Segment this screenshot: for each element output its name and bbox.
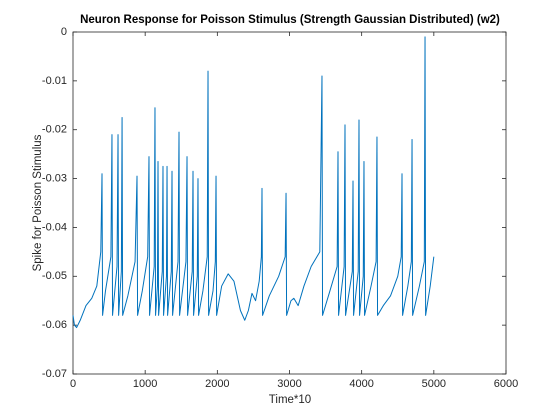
y-tick-label: -0.01 [42,75,67,87]
y-tick-label: -0.04 [42,221,67,233]
x-tick-label: 0 [70,378,76,390]
x-tick-label: 1000 [133,378,157,390]
y-tick-label: -0.05 [42,270,67,282]
x-tick-label: 4000 [349,378,373,390]
x-tick-label: 3000 [277,378,301,390]
x-tick-label: 6000 [494,378,518,390]
y-tick-label: -0.07 [42,368,67,380]
x-tick-label: 2000 [205,378,229,390]
y-axis-label: Spike for Poisson Stimulus [32,134,44,271]
y-tick-label: -0.06 [42,319,67,331]
chart-title: Neuron Response for Poisson Stimulus (St… [80,14,500,26]
series-line [72,36,435,329]
x-tick-label: 5000 [422,378,446,390]
x-axis-label: Time*10 [269,394,311,406]
y-tick-label: 0 [61,26,67,38]
y-tick-label: -0.02 [42,124,67,136]
y-tick-label: -0.03 [42,172,67,184]
